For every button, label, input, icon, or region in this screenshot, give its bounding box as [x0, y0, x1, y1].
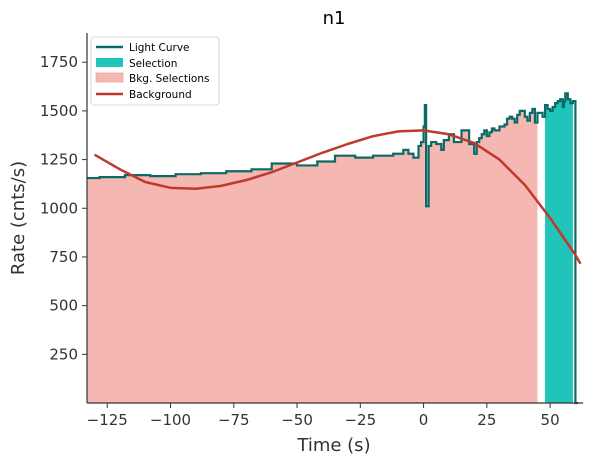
selection-fill	[545, 93, 573, 404]
legend-light-curve-label: Light Curve	[129, 42, 190, 54]
legend: Light Curve Selection Bkg. Selections Ba…	[90, 36, 220, 106]
y-tick-label: 1750	[40, 53, 78, 71]
y-tick-label: 1250	[40, 151, 78, 169]
legend-selection-label: Selection	[129, 58, 177, 70]
y-tick-label: 1000	[40, 199, 78, 217]
legend-box	[90, 36, 220, 106]
y-tick-label: 750	[49, 248, 78, 266]
x-tick-label: 0	[419, 411, 429, 429]
y-tick-label: 500	[49, 297, 78, 315]
x-axis-title: Time (s)	[296, 435, 370, 456]
light-curve-line	[87, 92, 578, 405]
x-tick-label: 50	[541, 411, 560, 429]
y-tick-label: 1500	[40, 102, 78, 120]
x-tick-label: −100	[150, 411, 191, 429]
legend-selection-swatch	[96, 58, 123, 67]
x-axis-ticks: −125 −100 −75 −50 −25 0 25 50	[87, 403, 560, 429]
plot-area	[87, 92, 582, 405]
y-axis-title: Rate (cnts/s)	[8, 161, 29, 275]
legend-bkg-selections-label: Bkg. Selections	[129, 73, 209, 85]
background-curve-line	[93, 129, 582, 265]
x-tick-label: −125	[87, 411, 128, 429]
legend-bkg-selections-swatch	[95, 72, 124, 83]
x-tick-label: 25	[477, 411, 496, 429]
y-tick-label: 250	[49, 345, 78, 363]
bkg-selection-fill	[87, 105, 538, 403]
x-tick-label: −25	[344, 411, 376, 429]
y-axis-ticks: 250 500 750 1000 1250 1500 1750	[40, 53, 87, 363]
x-tick-label: −75	[218, 411, 250, 429]
chart-title: n1	[323, 8, 346, 29]
legend-background-label: Background	[129, 89, 192, 101]
x-tick-label: −50	[281, 411, 313, 429]
